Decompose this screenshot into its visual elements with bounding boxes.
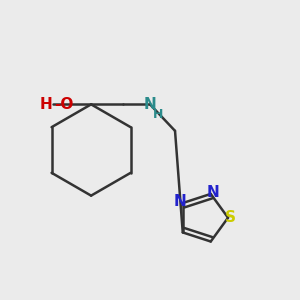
- Text: N: N: [207, 185, 220, 200]
- Text: S: S: [225, 210, 236, 225]
- Text: N: N: [144, 97, 156, 112]
- Text: N: N: [174, 194, 187, 209]
- Text: H: H: [153, 108, 164, 121]
- Text: -O: -O: [54, 97, 74, 112]
- Text: H: H: [40, 97, 53, 112]
